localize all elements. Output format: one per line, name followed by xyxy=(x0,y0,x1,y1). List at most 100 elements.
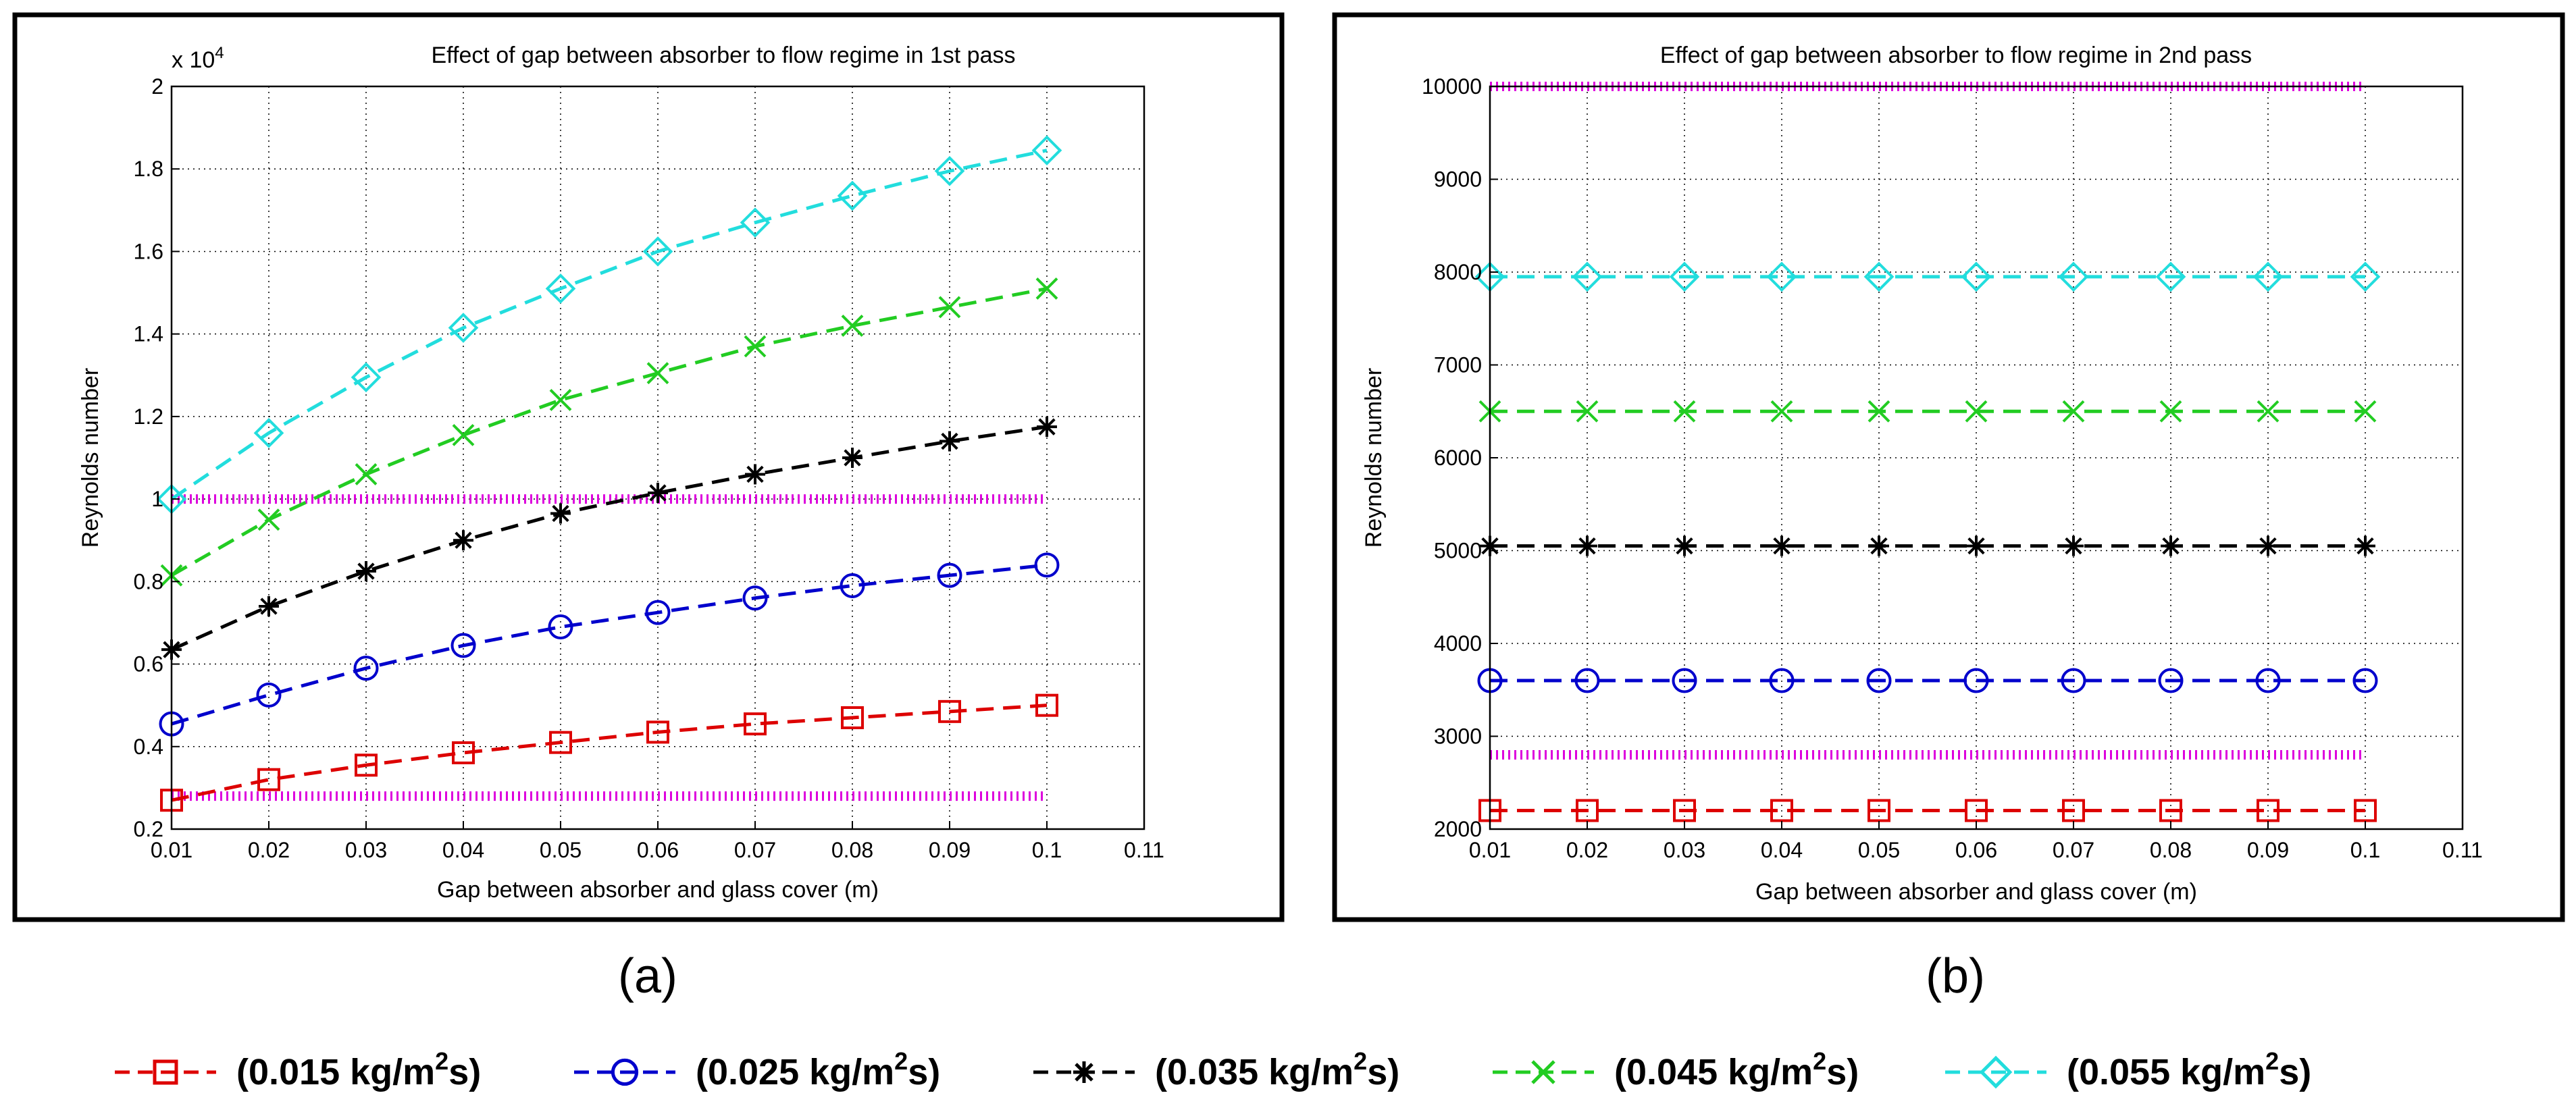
data-point xyxy=(1963,668,1989,693)
legend: (0.015 kg/m2s) (0.025 kg/m2s) (0.035 kg/m2… xyxy=(115,1047,2311,1092)
legend-item-4: (0.045 kg/m2s) xyxy=(1493,1047,1859,1092)
panel-b: Effect of gap between absorber to flow r… xyxy=(1332,12,2565,1003)
legend-swatch-marker xyxy=(1979,1055,2013,1089)
data-point xyxy=(2355,535,2375,556)
data-point xyxy=(2350,261,2381,292)
x-tick-label: 0.05 xyxy=(540,838,582,862)
chart-a-exponent-base: x 10 xyxy=(172,47,215,73)
data-point xyxy=(452,741,475,764)
legend-label-sup: 2 xyxy=(2265,1047,2279,1075)
chart-b-grid xyxy=(1489,86,2463,830)
panel-b-frame xyxy=(1332,12,2565,922)
chart-a-title: Effect of gap between absorber to flow r… xyxy=(432,43,1016,68)
legend-label-main: (0.045 kg/m xyxy=(1614,1052,1813,1092)
series-2 xyxy=(159,552,1060,737)
legend-label-sup: 2 xyxy=(894,1047,908,1075)
x-tick-label: 0.03 xyxy=(1664,838,1705,862)
data-point xyxy=(355,753,378,777)
series-5 xyxy=(1474,261,2381,292)
data-point xyxy=(1037,417,1057,438)
legend-label-sup: 2 xyxy=(435,1047,448,1075)
x-tick-label: 0.02 xyxy=(1566,838,1608,862)
series-5 xyxy=(156,135,1062,514)
x-tick-label: 0.02 xyxy=(248,838,290,862)
data-point xyxy=(448,313,479,343)
data-point xyxy=(549,389,572,411)
chart-b-ylabel: Reynolds number xyxy=(1361,368,1387,548)
data-point xyxy=(257,768,280,791)
data-point xyxy=(2062,799,2085,822)
y-tick-label: 5000 xyxy=(1434,539,1482,563)
legend-label-suffix: s) xyxy=(908,1052,940,1092)
data-point xyxy=(1961,261,1992,292)
data-point xyxy=(1867,799,1890,822)
chart-a-reference-lines xyxy=(172,494,1047,801)
y-tick-label: 1.4 xyxy=(134,322,163,346)
legend-item-5: (0.055 kg/m2s) xyxy=(1945,1047,2311,1092)
data-point xyxy=(1574,668,1600,693)
data-point xyxy=(2352,668,2378,693)
data-point xyxy=(938,296,961,319)
x-tick-label: 0.07 xyxy=(734,838,776,862)
data-point xyxy=(1673,400,1696,423)
y-tick-label: 6000 xyxy=(1434,446,1482,470)
data-point xyxy=(837,180,868,211)
series-3 xyxy=(1480,535,2375,556)
x-tick-label: 0.1 xyxy=(2350,838,2380,862)
x-tick-label: 0.05 xyxy=(1858,838,1900,862)
y-tick-label: 0.2 xyxy=(134,817,163,841)
data-point xyxy=(744,712,767,736)
data-point xyxy=(1674,535,1695,556)
data-point xyxy=(646,720,669,744)
chart-a-ylabel: Reynolds number xyxy=(78,368,103,548)
data-point xyxy=(2354,799,2377,822)
data-point xyxy=(550,503,571,524)
y-tick-label: 2000 xyxy=(1434,817,1482,841)
data-point xyxy=(1576,400,1599,423)
y-tick-label: 8000 xyxy=(1434,260,1482,284)
legend-label: (0.025 kg/m2s) xyxy=(696,1047,940,1092)
data-point xyxy=(2354,400,2377,423)
data-point xyxy=(740,207,771,238)
series-line xyxy=(171,704,1048,802)
data-point xyxy=(1672,668,1697,693)
data-point xyxy=(1035,277,1058,300)
data-point xyxy=(1772,535,1792,556)
data-point xyxy=(742,585,768,611)
y-tick-label: 0.4 xyxy=(134,735,163,759)
data-point xyxy=(2158,668,2184,693)
panel-a: Effect of gap between absorber to flow r… xyxy=(12,12,1285,1003)
legend-swatch-marker xyxy=(611,1058,639,1086)
x-tick-label: 0.06 xyxy=(637,838,679,862)
legend-label-suffix: s) xyxy=(1826,1052,1859,1092)
chart-a-y-ticks: 0.2 0.4 0.6 0.8 1 1.2 1.4 1.6 1.8 2 xyxy=(134,74,180,841)
data-point xyxy=(549,731,572,754)
y-tick-label: 1.2 xyxy=(134,404,163,429)
data-point xyxy=(545,273,576,304)
chart-a-exponent: x 104 xyxy=(172,44,224,73)
data-point xyxy=(1869,535,1889,556)
data-point xyxy=(452,423,475,446)
data-point xyxy=(1576,799,1599,822)
series-4 xyxy=(1478,400,2377,423)
data-point xyxy=(1866,668,1892,693)
data-point xyxy=(2161,535,2181,556)
data-point xyxy=(939,431,960,452)
data-point xyxy=(841,706,864,729)
data-point xyxy=(1965,799,1988,822)
legend-label-main: (0.015 kg/m xyxy=(236,1052,435,1092)
data-point xyxy=(1035,693,1058,717)
legend-item-1: (0.015 kg/m2s) xyxy=(115,1047,481,1092)
data-point xyxy=(1673,799,1696,822)
data-point xyxy=(453,530,473,551)
y-tick-label: 7000 xyxy=(1434,353,1482,377)
x-tick-label: 0.08 xyxy=(831,838,873,862)
x-tick-label: 0.06 xyxy=(1955,838,1997,862)
chart-a-exponent-power: 4 xyxy=(215,44,224,62)
legend-label: (0.055 kg/m2s) xyxy=(2067,1047,2311,1092)
data-point xyxy=(1769,668,1795,693)
x-tick-label: 0.01 xyxy=(151,838,192,862)
data-point xyxy=(841,315,864,337)
legend-label-main: (0.035 kg/m xyxy=(1155,1052,1354,1092)
panel-a-caption: (a) xyxy=(618,949,677,1003)
